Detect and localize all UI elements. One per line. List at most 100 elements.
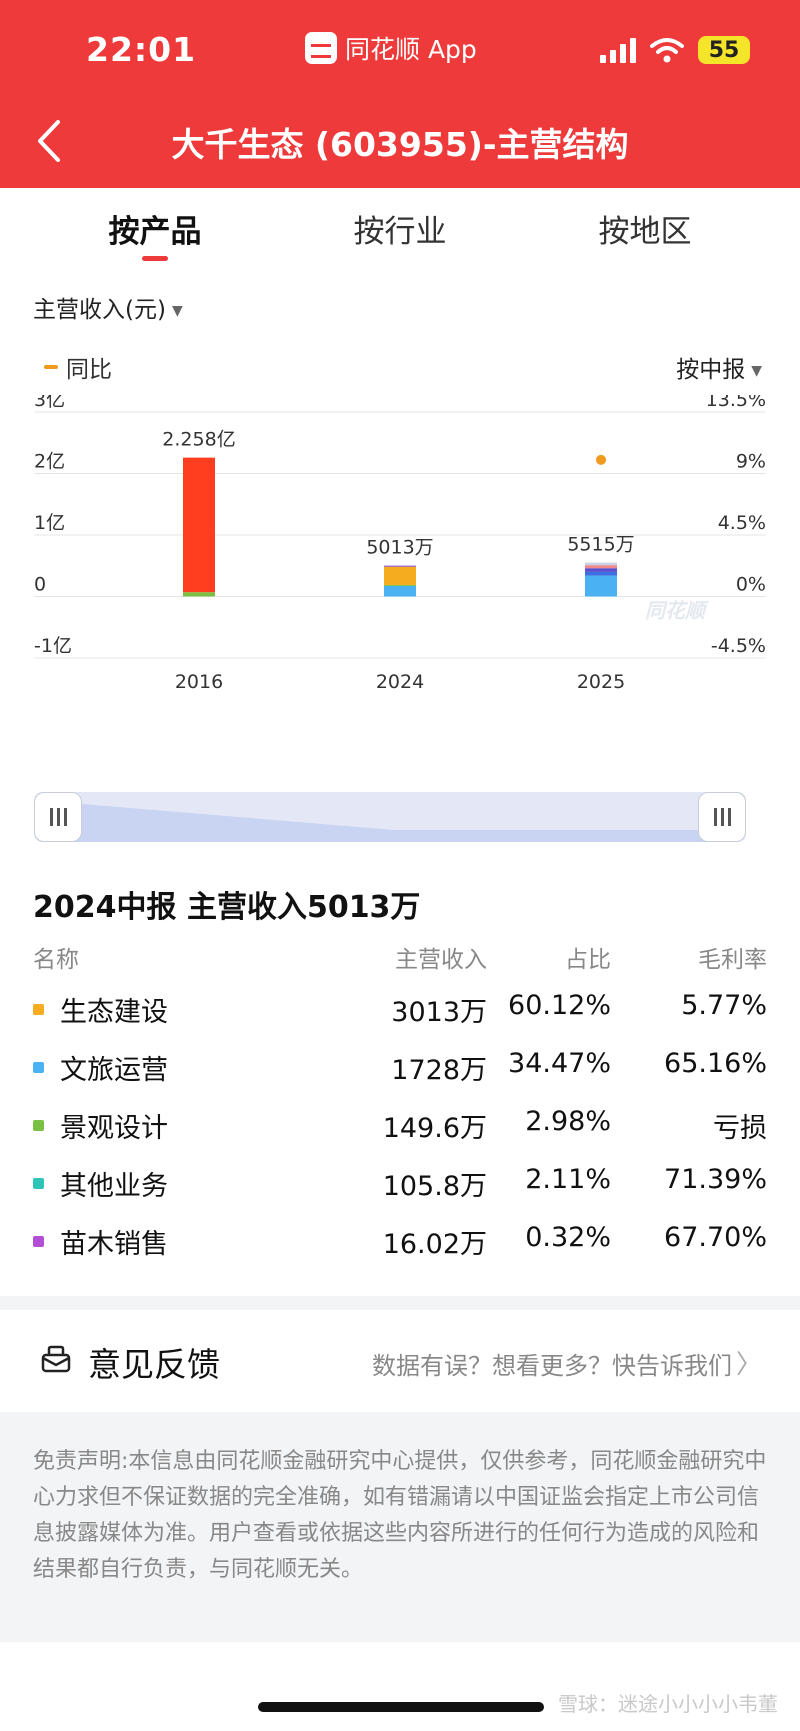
breakdown-title: 2024中报 主营收入5013万 [33, 890, 421, 925]
battery-icon: 55 [698, 36, 750, 64]
bar-segment [384, 584, 416, 586]
page-title: 大千生态 (603955)-主营结构 [171, 125, 629, 164]
slider-handle-left[interactable] [34, 792, 82, 842]
row-margin: 亏损 [713, 1113, 767, 1144]
row-name-cell: 其他业务 [33, 1164, 168, 1203]
bar-segment [183, 592, 215, 597]
caret-down-icon: ▼ [751, 362, 762, 379]
header-share: 占比 [565, 947, 611, 973]
chart-watermark: 同花顺 [645, 599, 709, 623]
tab-by-product[interactable]: 按产品 [108, 214, 202, 250]
feedback-icon [41, 1345, 71, 1373]
table-row[interactable]: 其他业务 105.8万 2.11% 71.39% [33, 1164, 767, 1222]
disclaimer: 免责声明:本信息由同花顺金融研究中心提供，仅供参考，同花顺金融研究中心力求但不保… [0, 1412, 800, 1642]
active-tab-indicator [142, 256, 168, 261]
row-name: 生态建设 [60, 997, 168, 1028]
status-icons: 55 [600, 36, 750, 64]
row-margin: 65.16% [664, 1048, 767, 1079]
row-share: 34.47% [508, 1048, 611, 1079]
header-name: 名称 [33, 947, 79, 973]
y-tick-label: 3亿 [34, 395, 65, 411]
back-arrow-icon[interactable] [30, 116, 70, 166]
legend-swatch [33, 1004, 44, 1015]
home-indicator[interactable] [258, 1702, 544, 1712]
wifi-icon [650, 38, 684, 63]
y-tick-label: 1亿 [34, 512, 65, 534]
row-name: 景观设计 [60, 1113, 168, 1144]
table-row[interactable]: 景观设计 149.6万 2.98% 亏损 [33, 1106, 767, 1164]
y2-tick-label: -4.5% [711, 635, 766, 657]
table-row[interactable]: 苗木销售 16.02万 0.32% 67.70% [33, 1222, 767, 1280]
tab-by-industry[interactable]: 按行业 [353, 214, 447, 250]
legend-swatch [33, 1236, 44, 1247]
slider-preview [58, 802, 734, 842]
bar-value-label: 2.258亿 [162, 429, 235, 451]
row-name: 苗木销售 [60, 1229, 168, 1260]
y2-tick-label: 9% [736, 451, 766, 473]
bar-segment [585, 562, 617, 566]
row-revenue: 1728万 [391, 1055, 487, 1086]
legend-swatch [33, 1120, 44, 1131]
row-share: 0.32% [525, 1222, 611, 1253]
range-slider[interactable] [34, 792, 746, 842]
bar-segment [585, 568, 617, 572]
feedback-row[interactable]: 意见反馈 数据有误？想看更多？快告诉我们 〉 [0, 1310, 800, 1410]
x-tick-label: 2025 [577, 671, 625, 693]
status-time: 22:01 [86, 30, 197, 69]
cellular-signal-icon [600, 37, 636, 63]
table-header: 名称 主营收入 占比 毛利率 [33, 940, 767, 990]
row-name-cell: 文旅运营 [33, 1048, 168, 1087]
table-row[interactable]: 文旅运营 1728万 34.47% 65.16% [33, 1048, 767, 1106]
row-name-cell: 苗木销售 [33, 1222, 168, 1261]
y-tick-label: 0 [34, 574, 46, 596]
row-name-cell: 景观设计 [33, 1106, 168, 1145]
status-app-name: 同花顺 App [345, 35, 477, 64]
header-margin: 毛利率 [698, 947, 767, 973]
legend-yoy-marker [44, 365, 58, 369]
table-body: 生态建设 3013万 60.12% 5.77% 文旅运营 1728万 34.47% 65.16… [33, 990, 767, 1280]
slider-handle-right[interactable] [698, 792, 746, 842]
footer-watermark: 雪球：迷途小小小小韦董 [558, 1692, 778, 1716]
row-revenue: 149.6万 [382, 1113, 487, 1144]
row-margin: 5.77% [681, 990, 767, 1021]
row-revenue: 3013万 [391, 997, 487, 1028]
row-name: 文旅运营 [60, 1055, 168, 1086]
row-share: 2.98% [525, 1106, 611, 1137]
chevron-right-icon: 〉 [735, 1350, 762, 1380]
tab-by-region[interactable]: 按地区 [598, 214, 692, 250]
x-tick-label: 2024 [376, 671, 424, 693]
legend-yoy-label: 同比 [66, 357, 112, 383]
legend-swatch [33, 1178, 44, 1189]
metric-dropdown[interactable]: 主营收入(元) ▼ [33, 290, 183, 324]
metric-dropdown-label: 主营收入(元) [33, 297, 166, 323]
table-row[interactable]: 生态建设 3013万 60.12% 5.77% [33, 990, 767, 1048]
caret-down-icon: ▼ [171, 302, 183, 319]
row-share: 60.12% [508, 990, 611, 1021]
y-tick-label: 2亿 [34, 451, 65, 473]
feedback-hint: 数据有误？想看更多？快告诉我们 [372, 1352, 732, 1380]
bar-value-label: 5013万 [366, 537, 433, 559]
row-share: 2.11% [525, 1164, 611, 1195]
segment-tabs: 按产品 按行业 按地区 [0, 200, 800, 272]
period-dropdown[interactable]: 按中报 ▼ [676, 350, 762, 384]
status-app-indicator[interactable]: 同花顺 App [305, 30, 477, 66]
y-tick-label: -1亿 [34, 635, 72, 657]
bar-segment [384, 566, 416, 585]
revenue-chart[interactable]: 3亿 13.5% 2亿 9% 1亿 4.5% 0 0% -1亿 -4.5%同花顺 2.258亿 201… [0, 395, 800, 775]
header-revenue: 主营收入 [395, 947, 487, 973]
legend-swatch [33, 1062, 44, 1073]
breakdown-table: 名称 主营收入 占比 毛利率 生态建设 3013万 60.12% 5.77% 文旅运营 1… [33, 940, 767, 1280]
row-revenue: 16.02万 [382, 1229, 487, 1260]
bar-segment [585, 571, 617, 576]
tonghuashun-logo-icon [305, 32, 337, 64]
bar-value-label: 5515万 [567, 534, 634, 556]
row-revenue: 105.8万 [382, 1171, 487, 1202]
row-name-cell: 生态建设 [33, 990, 168, 1029]
period-dropdown-label: 按中报 [676, 357, 746, 383]
app-header: 22:01 同花顺 App 55 大千生态 (603955)-主营结构 [0, 0, 800, 188]
bar-segment [183, 457, 215, 593]
x-tick-label: 2016 [175, 671, 223, 693]
bar-segment [384, 565, 416, 567]
row-name: 其他业务 [60, 1171, 168, 1202]
section-divider [0, 1296, 800, 1310]
